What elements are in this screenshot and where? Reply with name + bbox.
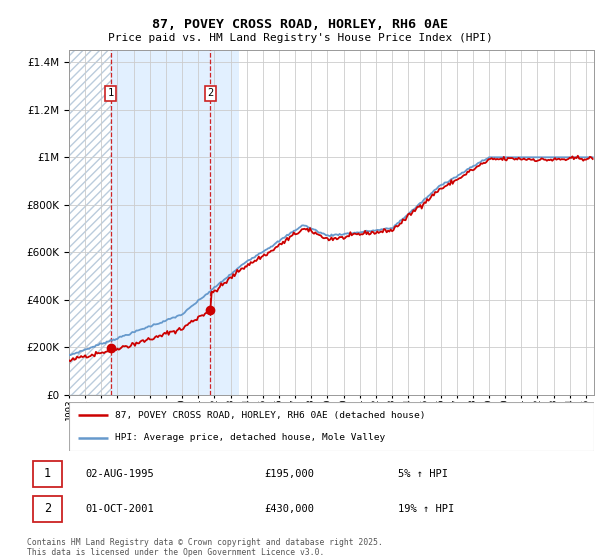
Text: 01-OCT-2001: 01-OCT-2001 — [86, 504, 155, 514]
Text: 19% ↑ HPI: 19% ↑ HPI — [398, 504, 455, 514]
Text: £430,000: £430,000 — [265, 504, 314, 514]
Text: 02-AUG-1995: 02-AUG-1995 — [86, 469, 155, 479]
Text: HPI: Average price, detached house, Mole Valley: HPI: Average price, detached house, Mole… — [115, 433, 385, 442]
Bar — [33, 496, 62, 522]
Text: Price paid vs. HM Land Registry's House Price Index (HPI): Price paid vs. HM Land Registry's House … — [107, 32, 493, 43]
Text: 87, POVEY CROSS ROAD, HORLEY, RH6 0AE: 87, POVEY CROSS ROAD, HORLEY, RH6 0AE — [152, 17, 448, 31]
Bar — [110, 50, 239, 395]
Text: 87, POVEY CROSS ROAD, HORLEY, RH6 0AE (detached house): 87, POVEY CROSS ROAD, HORLEY, RH6 0AE (d… — [115, 411, 426, 420]
Text: 1: 1 — [44, 468, 51, 480]
Text: Contains HM Land Registry data © Crown copyright and database right 2025.
This d: Contains HM Land Registry data © Crown c… — [27, 538, 383, 557]
Text: 5% ↑ HPI: 5% ↑ HPI — [398, 469, 448, 479]
Bar — [33, 461, 62, 487]
Text: 2: 2 — [44, 502, 51, 515]
Bar — [69, 50, 110, 395]
Text: 2: 2 — [207, 88, 214, 99]
Text: 1: 1 — [107, 88, 114, 99]
Text: £195,000: £195,000 — [265, 469, 314, 479]
